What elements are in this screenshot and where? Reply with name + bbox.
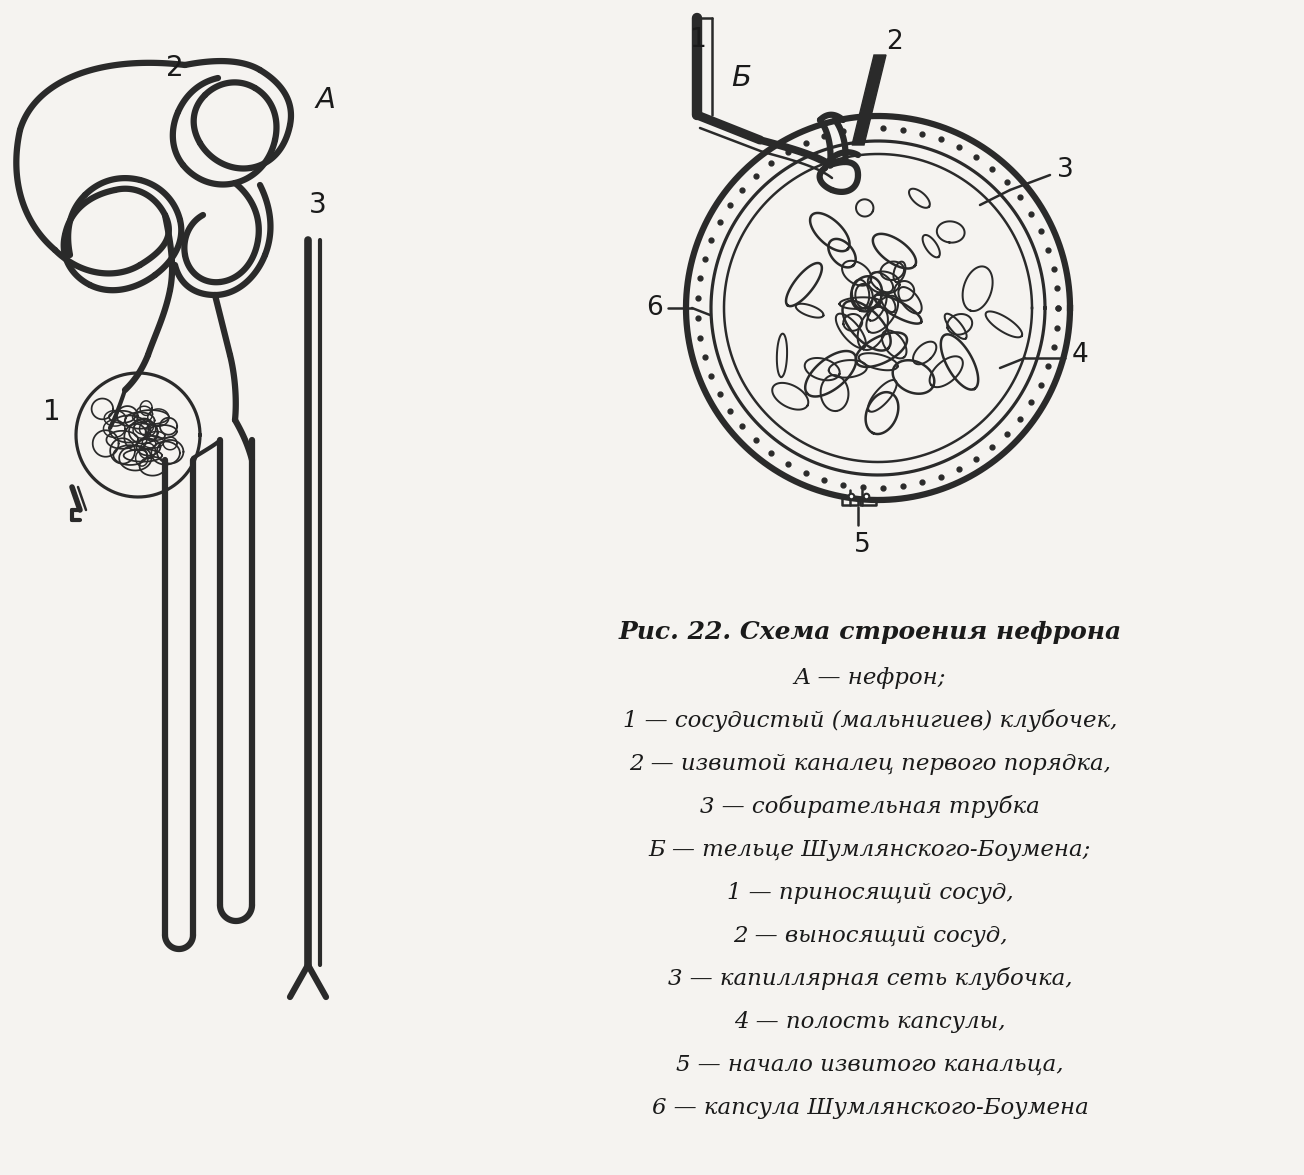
Text: 1 — сосудистый (мальнигиев) клубочек,: 1 — сосудистый (мальнигиев) клубочек,	[623, 710, 1118, 732]
Text: 1: 1	[689, 27, 705, 53]
Text: 3: 3	[309, 192, 327, 219]
Text: 2 — выносящий сосуд,: 2 — выносящий сосуд,	[733, 925, 1007, 947]
Text: А — нефрон;: А — нефрон;	[794, 667, 947, 689]
Text: 5: 5	[854, 532, 870, 558]
Text: 6: 6	[645, 295, 662, 321]
Text: 3: 3	[1056, 157, 1073, 183]
Text: 1 — приносящий сосуд,: 1 — приносящий сосуд,	[726, 882, 1013, 904]
Text: Б: Б	[732, 63, 751, 92]
Text: 5 — начало извитого канальца,: 5 — начало извитого канальца,	[677, 1054, 1064, 1076]
Text: 2: 2	[887, 29, 904, 55]
Text: А: А	[316, 86, 335, 114]
Text: 4: 4	[1072, 342, 1089, 368]
Text: 4 — полость капсулы,: 4 — полость капсулы,	[734, 1010, 1005, 1033]
Text: Б — тельце Шумлянского-Боумена;: Б — тельце Шумлянского-Боумена;	[649, 839, 1091, 861]
Text: Рис. 22. Схема строения нефрона: Рис. 22. Схема строения нефрона	[618, 620, 1121, 644]
Text: 1: 1	[43, 398, 61, 427]
Text: 2: 2	[166, 54, 184, 82]
Text: 2 — извитой каналец первого порядка,: 2 — извитой каналец первого порядка,	[629, 753, 1111, 776]
Polygon shape	[852, 55, 885, 145]
Text: 6 — капсула Шумлянского-Боумена: 6 — капсула Шумлянского-Боумена	[652, 1097, 1089, 1119]
Text: 3 — капиллярная сеть клубочка,: 3 — капиллярная сеть клубочка,	[668, 967, 1072, 991]
Text: 3 — собирательная трубка: 3 — собирательная трубка	[700, 795, 1039, 819]
